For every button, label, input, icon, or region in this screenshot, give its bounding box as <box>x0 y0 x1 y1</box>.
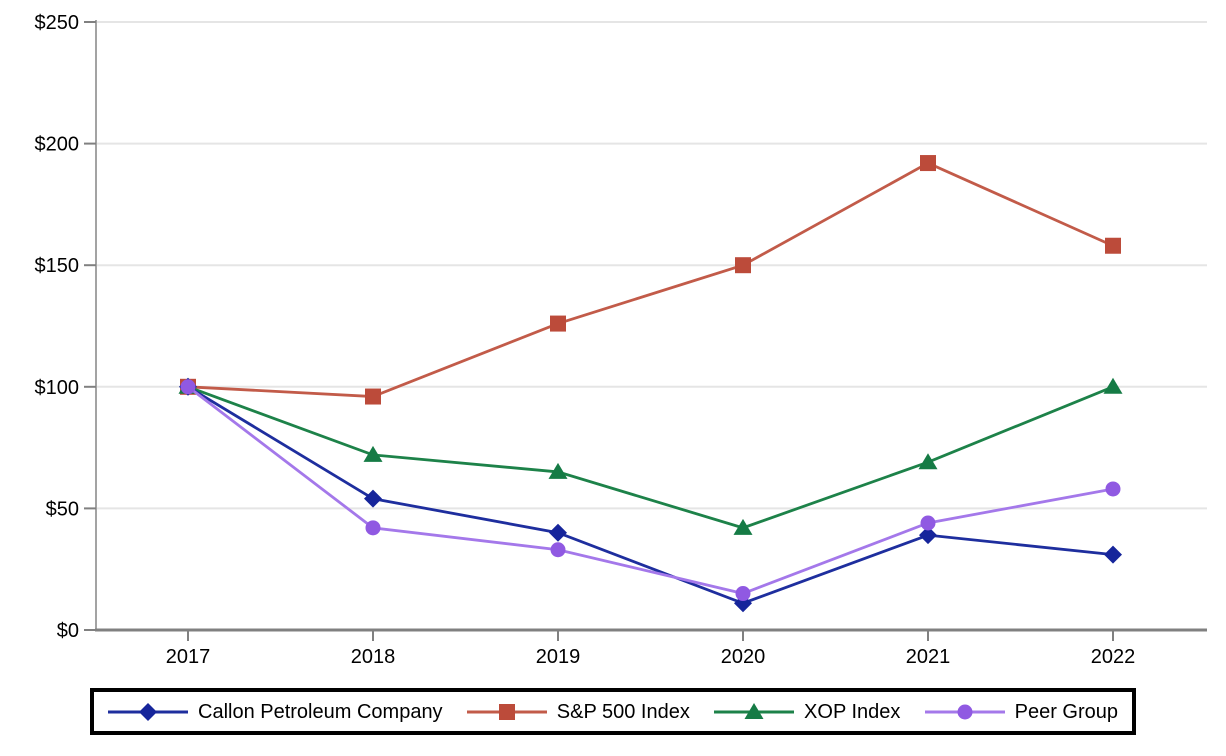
x-axis-tick-label: 2017 <box>166 646 211 668</box>
legend-item-peer-group: Peer Group <box>924 700 1118 723</box>
x-axis-tick-label: 2018 <box>351 646 396 668</box>
data-point-triangle <box>918 453 938 470</box>
x-axis-tick-label: 2022 <box>1091 646 1136 668</box>
data-point-circle <box>365 520 381 536</box>
data-point-diamond <box>364 489 382 508</box>
legend: Callon Petroleum Company S&P 500 Index X… <box>90 688 1136 735</box>
legend-label-sp500: S&P 500 Index <box>556 700 690 723</box>
legend-marker-circle <box>957 704 973 719</box>
series-line-circle <box>187 385 1114 595</box>
data-point-square <box>1105 237 1121 254</box>
data-point-square <box>365 388 381 405</box>
legend-label-xop: XOP Index <box>804 700 901 723</box>
chart-plot-area: $0 $50 $100 $150 $200 $250 2017 2018 2019 2020 202… <box>35 12 1207 668</box>
data-point-circle <box>180 379 196 395</box>
legend-marker-square <box>498 703 515 720</box>
data-point-diamond <box>1104 545 1122 564</box>
legend-item-xop: XOP Index <box>714 702 900 722</box>
square-marker-icon <box>466 703 547 720</box>
x-axis-tick-label: 2019 <box>536 646 581 668</box>
data-point-triangle <box>548 462 568 479</box>
data-point-circle <box>920 515 936 531</box>
series-line-square <box>187 161 1114 398</box>
legend-marker-diamond <box>139 702 157 721</box>
legend-item-sp500: S&P 500 Index <box>466 700 690 723</box>
series-line-diamond <box>187 385 1114 605</box>
legend-marker-triangle <box>744 702 764 719</box>
y-axis-tick-label: $150 <box>35 255 80 277</box>
data-point-diamond <box>549 523 567 542</box>
data-point-circle <box>550 542 566 558</box>
data-point-triangle <box>733 518 753 535</box>
x-axis-tick-label: 2021 <box>906 646 951 668</box>
triangle-marker-icon <box>714 702 795 719</box>
data-point-diamond <box>919 526 937 545</box>
y-axis-tick-label: $250 <box>35 12 80 34</box>
data-point-circle <box>1105 481 1121 497</box>
y-axis-tick-label: $0 <box>57 620 79 642</box>
data-point-triangle <box>363 445 383 462</box>
y-axis-tick-label: $100 <box>35 377 80 399</box>
legend-label-callon-petroleum: Callon Petroleum Company <box>198 700 443 723</box>
series-line-triangle <box>187 385 1114 530</box>
data-point-square <box>920 155 936 172</box>
circle-marker-icon <box>924 704 1005 719</box>
diamond-marker-icon <box>108 702 188 721</box>
data-point-square <box>735 257 751 274</box>
legend-label-peer-group: Peer Group <box>1014 700 1118 723</box>
y-axis-tick-label: $50 <box>46 498 79 520</box>
legend-item-callon-petroleum: Callon Petroleum Company <box>108 702 443 722</box>
y-axis-tick-label: $200 <box>35 134 80 156</box>
x-axis-tick-label: 2020 <box>721 646 766 668</box>
data-point-triangle <box>1103 377 1123 394</box>
data-point-square <box>550 315 566 332</box>
data-point-circle <box>735 586 751 602</box>
